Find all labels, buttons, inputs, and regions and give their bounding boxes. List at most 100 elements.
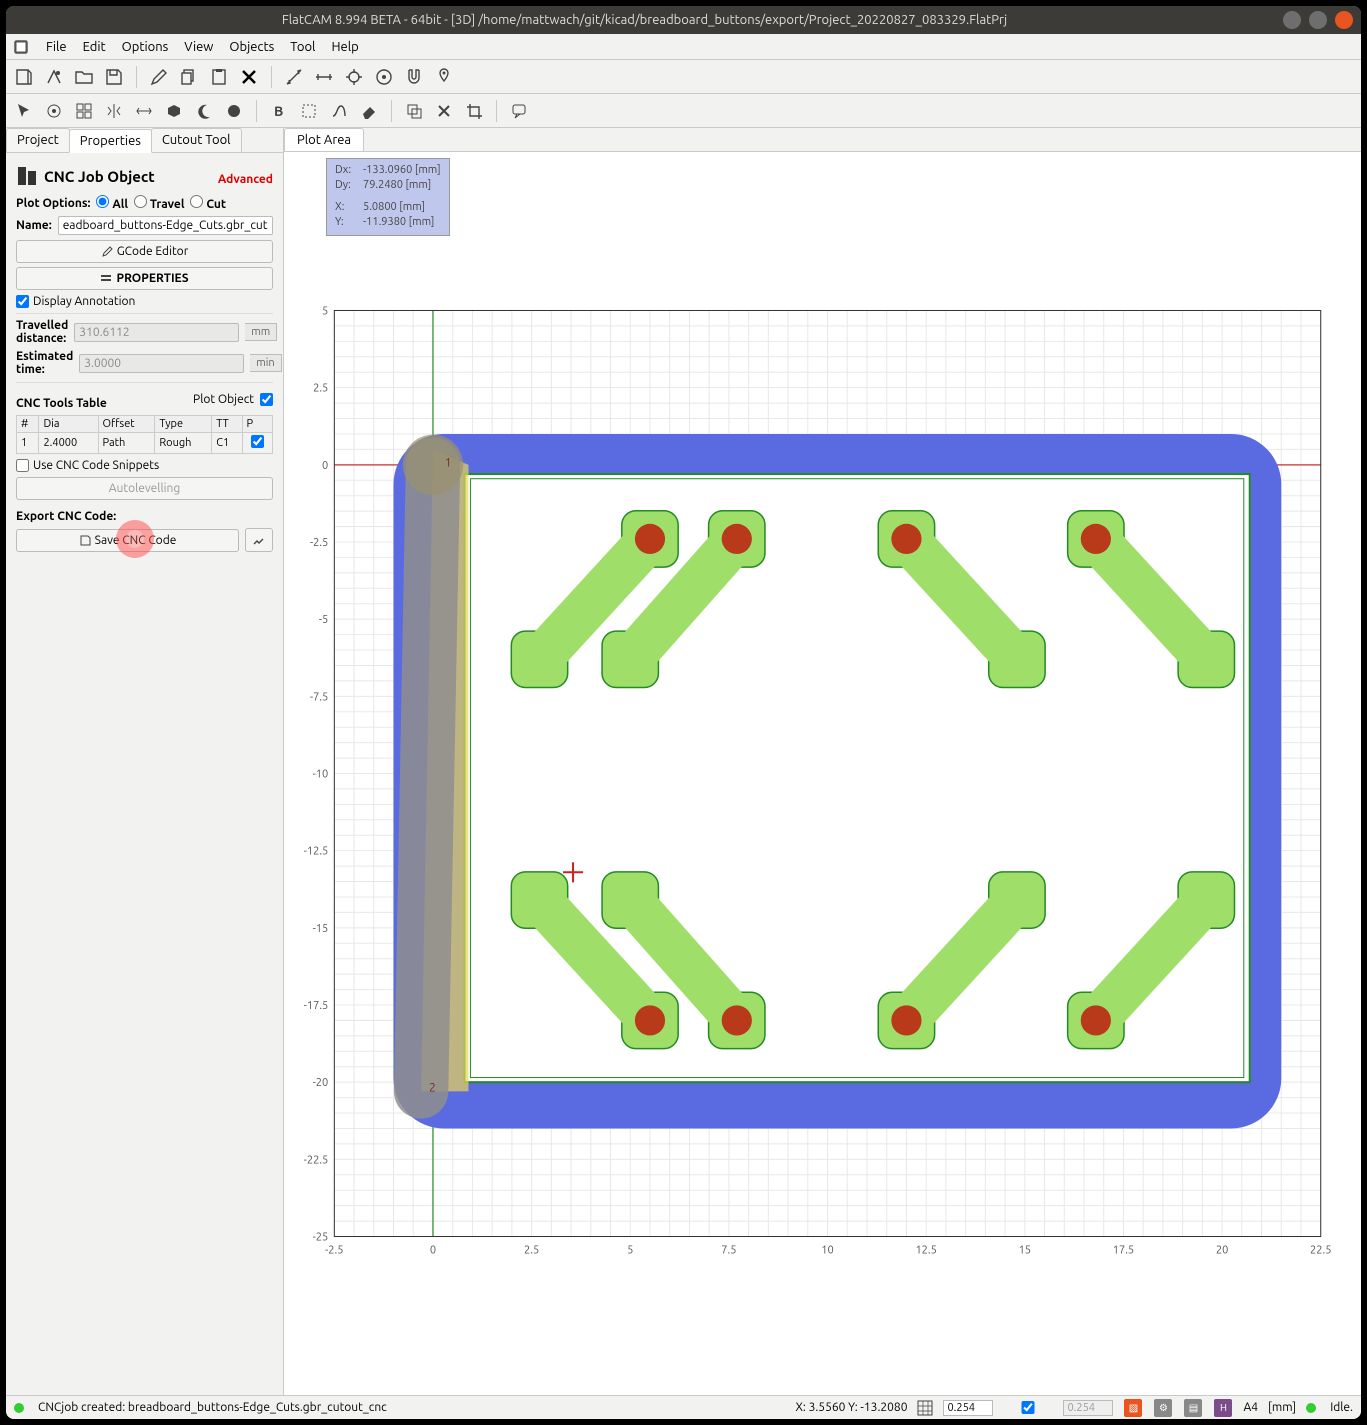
origin-icon[interactable] (342, 65, 366, 89)
grid-icon[interactable] (72, 99, 96, 123)
svg-text:-12.5: -12.5 (304, 846, 329, 858)
svg-text:1: 1 (445, 456, 452, 469)
shape-icon[interactable] (162, 99, 186, 123)
left-tabs: Project Properties Cutout Tool (6, 128, 283, 153)
svg-text:-10: -10 (313, 769, 329, 781)
svg-text:-5: -5 (319, 614, 328, 626)
close-button[interactable] (1335, 11, 1353, 29)
gcode-editor-button[interactable]: GCode Editor (16, 240, 273, 263)
svg-text:0: 0 (430, 1245, 436, 1257)
measure-icon[interactable] (312, 65, 336, 89)
svg-text:5: 5 (627, 1245, 633, 1257)
tab-cutout-tool[interactable]: Cutout Tool (151, 128, 242, 152)
snippets-checkbox[interactable]: Use CNC Code Snippets (16, 459, 273, 472)
moon-icon[interactable] (192, 99, 216, 123)
radio-all[interactable]: All (96, 195, 128, 211)
layer3-icon[interactable]: ▤ (1184, 1399, 1202, 1417)
grid-status-icon (917, 1400, 933, 1416)
plot-canvas[interactable]: -2.502.557.51012.51517.52022.552.50-2.5-… (284, 152, 1361, 1395)
distance-icon[interactable] (282, 65, 306, 89)
advanced-label: Advanced (218, 173, 273, 186)
flip-icon[interactable] (102, 99, 126, 123)
menu-options[interactable]: Options (114, 40, 177, 54)
svg-text:22.5: 22.5 (1310, 1245, 1331, 1257)
open-folder-icon[interactable] (72, 65, 96, 89)
status-idle: Idle. (1330, 1401, 1353, 1414)
snap-checkbox[interactable] (1003, 1401, 1053, 1414)
layer1-icon[interactable]: ▨ (1124, 1399, 1142, 1417)
locate-icon[interactable] (372, 65, 396, 89)
estimated-time-value (79, 354, 244, 373)
app-icon (12, 38, 30, 56)
union-icon[interactable] (402, 99, 426, 123)
bold-icon[interactable]: B (267, 99, 291, 123)
layer4-icon[interactable]: H (1214, 1399, 1232, 1417)
svg-text:2: 2 (429, 1081, 436, 1094)
properties-button[interactable]: PROPERTIES (16, 267, 273, 290)
idle-led-icon (1306, 1403, 1316, 1413)
copy-icon[interactable] (177, 65, 201, 89)
tab-properties[interactable]: Properties (69, 129, 152, 153)
svg-text:-15: -15 (313, 923, 329, 935)
crop-icon[interactable] (462, 99, 486, 123)
status-led-icon (14, 1403, 24, 1413)
minimize-button[interactable] (1283, 11, 1301, 29)
circle-icon[interactable] (222, 99, 246, 123)
paste-icon[interactable] (207, 65, 231, 89)
svg-text:-20: -20 (313, 1077, 329, 1089)
target2-icon[interactable] (42, 99, 66, 123)
select-rect-icon[interactable] (297, 99, 321, 123)
tools-table-label: CNC Tools Table (16, 397, 107, 410)
pin-icon[interactable] (432, 65, 456, 89)
table-row[interactable]: 12.4000 PathRough C1 (17, 433, 273, 454)
svg-text:-17.5: -17.5 (304, 1000, 329, 1012)
window-titlebar: FlatCAM 8.994 BETA - 64bit - [3D] /home/… (6, 6, 1361, 34)
edit-icon[interactable] (147, 65, 171, 89)
menu-tool[interactable]: Tool (282, 40, 323, 54)
erase-icon[interactable] (357, 99, 381, 123)
zoom-icon[interactable] (132, 99, 156, 123)
tab-plot-area[interactable]: Plot Area (284, 128, 364, 151)
menu-help[interactable]: Help (323, 40, 366, 54)
tab-project[interactable]: Project (6, 128, 70, 152)
radio-travel[interactable]: Travel (134, 195, 184, 211)
pointer-icon[interactable] (12, 99, 36, 123)
menu-bar: File Edit Options View Objects Tool Help (6, 34, 1361, 60)
menu-objects[interactable]: Objects (221, 40, 282, 54)
display-annotation-checkbox[interactable]: Display Annotation (16, 295, 273, 308)
snap2-input (1063, 1400, 1113, 1416)
maximize-button[interactable] (1309, 11, 1327, 29)
estimated-time-label: Estimated time: (16, 350, 73, 376)
save-cnc-button[interactable]: Save CNC Code (16, 529, 239, 552)
svg-text:2.5: 2.5 (524, 1245, 539, 1257)
plot-object-checkbox[interactable] (260, 393, 273, 406)
svg-text:15: 15 (1019, 1245, 1031, 1257)
autolevelling-button[interactable]: Autolevelling (16, 477, 273, 500)
magnet-icon[interactable] (402, 65, 426, 89)
svg-text:-2.5: -2.5 (325, 1245, 343, 1257)
svg-text:0: 0 (322, 460, 328, 472)
snap-input[interactable] (943, 1400, 993, 1416)
save-icon[interactable] (102, 65, 126, 89)
new-icon[interactable] (12, 65, 36, 89)
layer2-icon[interactable]: ⚙ (1154, 1399, 1172, 1417)
menu-edit[interactable]: Edit (75, 40, 114, 54)
x-icon[interactable] (432, 99, 456, 123)
coord-overlay: Dx:-133.0960 [mm] Dy:79.2480 [mm] X:5.08… (326, 158, 450, 236)
save-cnc-settings-button[interactable] (245, 528, 273, 552)
svg-text:2.5: 2.5 (313, 383, 328, 395)
name-input[interactable] (58, 216, 273, 235)
status-bar: CNCjob created: breadboard_buttons-Edge_… (6, 1395, 1361, 1419)
delete-icon[interactable] (237, 65, 261, 89)
callout-icon[interactable] (507, 99, 531, 123)
new-geometry-icon[interactable] (42, 65, 66, 89)
radio-cut[interactable]: Cut (190, 195, 226, 211)
plot-tabs: Plot Area (284, 128, 1361, 152)
plot-options-label: Plot Options: (16, 197, 90, 210)
menu-file[interactable]: File (38, 40, 75, 54)
path-icon[interactable] (327, 99, 351, 123)
status-a4: A4 (1243, 1401, 1258, 1414)
main-toolbar (6, 60, 1361, 94)
menu-view[interactable]: View (176, 40, 221, 54)
cnc-tools-table: #Dia OffsetType TTP 12.4000 PathRough C1 (16, 415, 273, 454)
